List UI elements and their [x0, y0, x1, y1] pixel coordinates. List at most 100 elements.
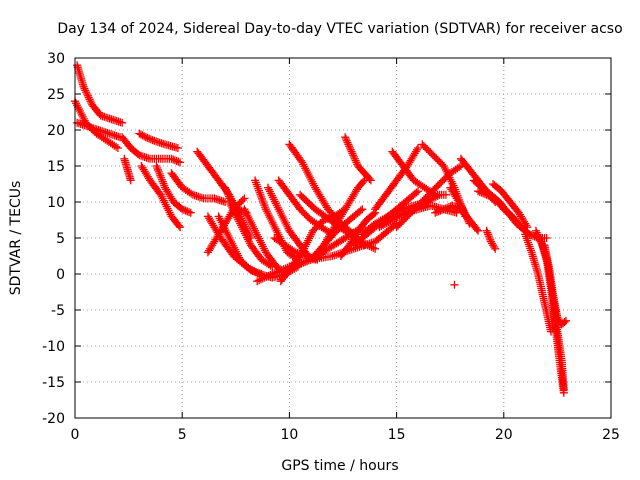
- data-point-marker: [298, 158, 307, 167]
- data-point-marker: [158, 177, 167, 186]
- data-point-marker: [464, 217, 473, 226]
- data-point-marker: [272, 226, 281, 235]
- data-point-marker: [159, 196, 168, 205]
- data-point-marker: [271, 224, 280, 233]
- data-point-marker: [265, 213, 274, 222]
- data-point-marker: [85, 95, 94, 104]
- data-point-marker: [307, 175, 316, 184]
- data-point-marker: [358, 205, 367, 214]
- data-point-marker: [301, 164, 310, 173]
- data-point-marker: [450, 280, 459, 289]
- data-point-marker: [482, 226, 491, 235]
- data-point-marker: [277, 211, 286, 220]
- data-point-marker: [439, 162, 448, 170]
- data-point-marker: [185, 208, 194, 217]
- data-point-marker: [459, 205, 468, 214]
- data-point-marker: [273, 203, 282, 212]
- data-point-marker: [559, 388, 568, 397]
- data-point-marker: [243, 235, 252, 244]
- data-point-marker: [265, 187, 274, 196]
- data-series-arc-1: [73, 61, 127, 127]
- data-point-marker: [214, 212, 223, 221]
- x-tick-label: 15: [388, 427, 406, 443]
- data-point-marker: [254, 232, 263, 241]
- data-point-marker: [345, 142, 354, 151]
- data-point-marker: [176, 158, 185, 167]
- data-point-marker: [161, 200, 170, 209]
- data-series-arc-7: [137, 162, 185, 232]
- data-point-marker: [367, 243, 376, 251]
- data-point-marker: [228, 203, 237, 212]
- data-point-marker: [299, 160, 308, 169]
- data-point-marker: [181, 206, 190, 215]
- data-point-marker: [239, 227, 248, 236]
- data-point-marker: [363, 241, 372, 250]
- data-series-arc-29: [341, 133, 375, 185]
- data-point-marker: [154, 167, 163, 176]
- data-point-marker: [298, 248, 307, 257]
- data-point-marker: [486, 235, 495, 244]
- data-point-marker: [304, 170, 313, 179]
- data-point-marker: [169, 155, 178, 164]
- data-point-marker: [351, 156, 360, 165]
- data-point-marker: [263, 209, 272, 218]
- data-series-arc-47: [521, 230, 555, 336]
- y-tick-label: 5: [56, 231, 65, 247]
- data-point-marker: [472, 225, 481, 234]
- data-point-marker: [309, 179, 318, 188]
- data-point-marker: [349, 151, 358, 160]
- data-point-marker: [523, 236, 532, 245]
- data-point-marker: [431, 208, 440, 217]
- data-point-marker: [523, 223, 532, 232]
- data-point-marker: [270, 222, 279, 231]
- data-series-arc-46: [540, 241, 570, 329]
- data-point-marker: [229, 205, 238, 214]
- data-point-marker: [152, 162, 161, 170]
- data-point-marker: [234, 251, 243, 260]
- data-point-marker: [365, 174, 374, 183]
- data-point-marker: [266, 215, 275, 224]
- data-point-marker: [487, 192, 496, 201]
- data-point-marker: [183, 207, 192, 216]
- data-series-arc-27: [311, 176, 369, 264]
- data-point-marker: [71, 99, 80, 108]
- data-point-marker: [269, 220, 278, 229]
- data-point-marker: [484, 232, 493, 241]
- data-series-arc-9: [167, 169, 230, 206]
- data-point-marker: [303, 257, 312, 266]
- data-point-marker: [264, 211, 273, 220]
- data-point-marker: [483, 228, 492, 237]
- data-point-marker: [157, 175, 166, 184]
- data-point-marker: [75, 107, 84, 116]
- data-point-marker: [308, 177, 317, 186]
- data-point-marker: [330, 251, 339, 260]
- data-point-marker: [140, 132, 149, 141]
- data-point-marker: [270, 197, 279, 206]
- data-point-marker: [167, 154, 176, 163]
- data-point-marker: [231, 245, 240, 254]
- data-point-marker: [361, 240, 370, 249]
- data-point-marker: [238, 223, 247, 232]
- data-point-marker: [266, 270, 275, 279]
- data-point-marker: [281, 218, 290, 227]
- data-point-marker: [274, 205, 283, 214]
- data-point-marker: [148, 136, 157, 145]
- data-point-marker: [229, 241, 238, 250]
- data-point-marker: [414, 144, 423, 152]
- data-point-marker: [300, 244, 309, 253]
- data-point-marker: [258, 242, 267, 251]
- data-point-marker: [172, 156, 181, 165]
- data-point-marker: [248, 220, 257, 229]
- data-point-marker: [233, 249, 242, 258]
- data-point-marker: [297, 259, 306, 268]
- data-point-marker: [490, 243, 499, 251]
- data-point-marker: [240, 194, 249, 203]
- data-point-marker: [440, 163, 449, 172]
- y-axis-label: SDTVAR / TECUs: [8, 181, 24, 296]
- data-point-marker: [350, 154, 359, 163]
- data-series-arc-6: [135, 129, 182, 152]
- data-point-marker: [268, 193, 277, 202]
- data-point-marker: [254, 234, 263, 243]
- data-point-marker: [485, 234, 494, 242]
